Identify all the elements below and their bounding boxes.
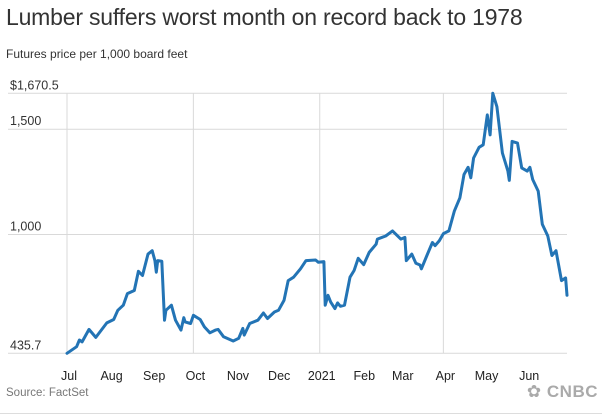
x-tick-label: Oct bbox=[186, 369, 206, 383]
price-series-line bbox=[65, 91, 569, 355]
x-tick-label: Aug bbox=[100, 369, 122, 383]
y-tick-label: $1,670.5 bbox=[10, 78, 59, 92]
x-tick-label: Sep bbox=[143, 369, 165, 383]
x-tick-label: May bbox=[475, 369, 499, 383]
x-tick-label: Apr bbox=[436, 369, 455, 383]
chart-subtitle: Futures price per 1,000 board feet bbox=[6, 47, 188, 61]
y-tick-label: 435.7 bbox=[10, 338, 41, 352]
x-tick-label: Dec bbox=[268, 369, 290, 383]
x-tick-label: Nov bbox=[227, 369, 250, 383]
logo-text: CNBC bbox=[546, 382, 598, 401]
x-tick-label: Jul bbox=[61, 369, 77, 383]
y-tick-label: 1,000 bbox=[10, 219, 41, 233]
bottom-divider bbox=[0, 413, 602, 414]
x-tick-label: Feb bbox=[354, 369, 376, 383]
x-tick-label: 2021 bbox=[308, 369, 336, 383]
cnbc-logo: ✿ CNBC bbox=[526, 382, 598, 401]
source-note: Source: FactSet bbox=[6, 387, 89, 399]
x-tick-label: Mar bbox=[392, 369, 414, 383]
y-tick-label: 1,500 bbox=[10, 114, 41, 128]
x-tick-label: Jun bbox=[519, 369, 539, 383]
chart-title: Lumber suffers worst month on record bac… bbox=[6, 4, 523, 30]
